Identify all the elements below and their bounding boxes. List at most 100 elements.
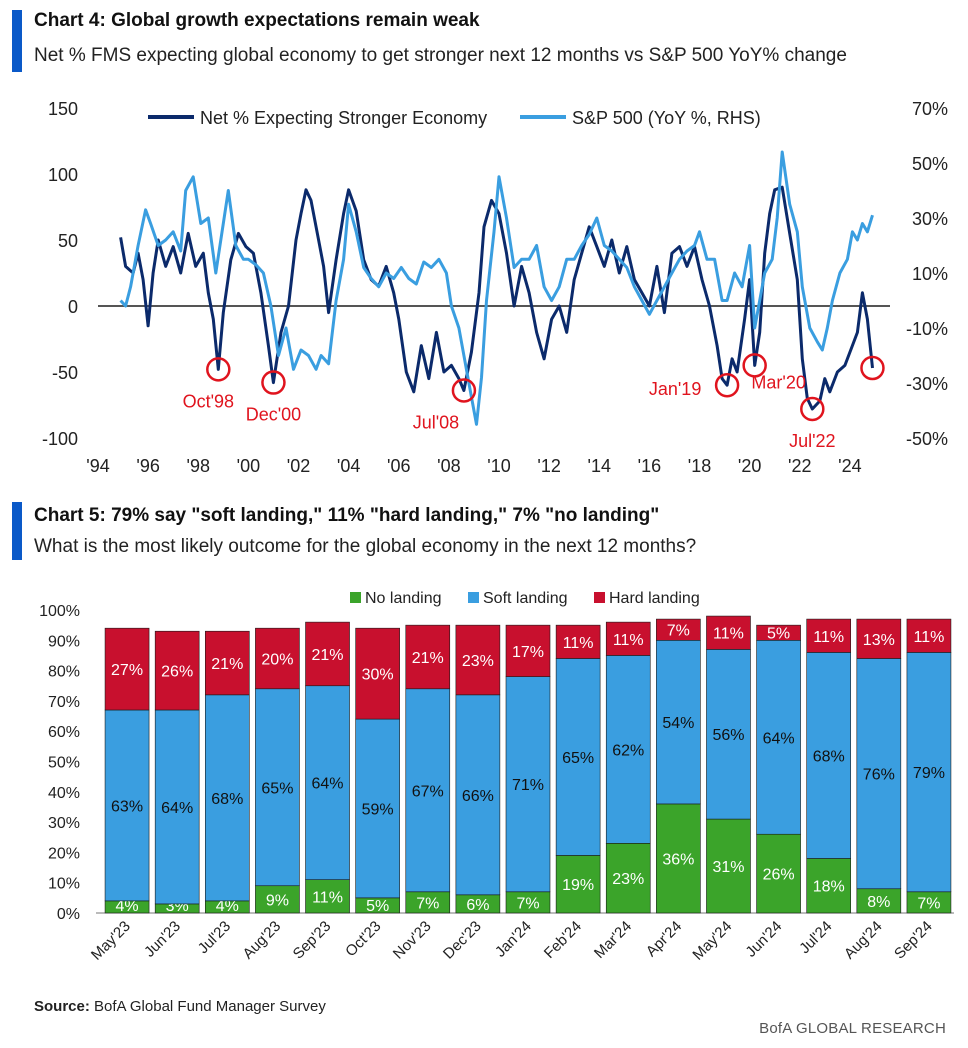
bar-hard-landing <box>154 630 200 711</box>
annotation-label: Dec'00 <box>246 405 301 425</box>
bar-no-landing <box>756 833 801 914</box>
chart4-axes: -100 -50 0 50 100 150 -50% -30% -10% 10% 30% 50% 70%… <box>42 99 948 476</box>
y-right-tick-label: 50% <box>912 154 948 174</box>
bar-soft-landing <box>355 718 400 899</box>
annotation-circle <box>261 370 286 395</box>
x-tick-label: '02 <box>287 456 310 476</box>
y-tick-label: 50% <box>48 755 80 772</box>
bar-value-label: 64% <box>763 730 795 747</box>
bar-soft-landing <box>856 658 902 890</box>
bar-soft-landing <box>505 676 551 893</box>
bar-value-label: 21% <box>412 650 444 667</box>
chart4-line-chart: Net % Expecting Stronger Economy S&P 500 … <box>42 99 948 476</box>
source-text: BofA Global Fund Manager Survey <box>94 998 326 1015</box>
bar-value-label: 66% <box>462 788 494 805</box>
bar-hard-landing <box>505 624 551 677</box>
bar-value-label: 65% <box>562 750 594 767</box>
bar-value-label: 4% <box>216 898 239 915</box>
bar-hard-landing <box>455 624 501 696</box>
annotation-circle <box>742 353 767 378</box>
annotation-circle <box>451 378 477 403</box>
x-tick-label: '00 <box>237 456 260 476</box>
chart4-legend: Net % Expecting Stronger Economy S&P 500 … <box>148 108 761 128</box>
x-tick-label: '04 <box>337 456 360 476</box>
bar-value-label: 8% <box>867 894 890 911</box>
bar-value-label: 6% <box>466 897 489 914</box>
y-left-tick-label: 100 <box>48 165 78 185</box>
y-left-tick-label: 50 <box>58 231 78 251</box>
annotation-label: Mar'20 <box>751 372 805 392</box>
x-tick-label: '10 <box>487 456 510 476</box>
y-tick-label: 10% <box>48 876 80 893</box>
y-tick-label: 90% <box>48 633 80 650</box>
bar-hard-landing <box>706 615 751 650</box>
x-tick-label: Jun'23 <box>141 918 184 961</box>
bar-soft-landing <box>756 639 801 835</box>
bar-soft-landing <box>255 688 300 887</box>
x-tick-label: Jul'23 <box>195 918 234 957</box>
y-tick-label: 70% <box>48 694 80 711</box>
bar-value-label: 7% <box>667 623 690 640</box>
legend-label: S&P 500 (YoY %, RHS) <box>572 108 761 128</box>
legend-swatch <box>350 592 361 603</box>
y-right-tick-label: -50% <box>906 429 948 449</box>
y-right-tick-label: -10% <box>906 319 948 339</box>
annotation-label: Jan'19 <box>649 379 701 399</box>
bar-value-label: 68% <box>211 791 243 808</box>
bar-value-label: 27% <box>111 662 143 679</box>
y-tick-label: 40% <box>48 785 80 802</box>
bar-hard-landing <box>405 624 451 690</box>
y-tick-label: 100% <box>39 603 80 620</box>
x-tick-label: Jul'24 <box>796 918 835 957</box>
bar-no-landing <box>806 858 852 914</box>
annotation-circle <box>860 355 885 381</box>
x-tick-label: '22 <box>788 456 811 476</box>
bar-value-label: 68% <box>813 748 845 765</box>
annotation-label: Jul'08 <box>413 412 459 432</box>
y-right-tick-label: 70% <box>912 99 948 119</box>
bar-value-label: 20% <box>261 651 293 668</box>
annotation-label: Jul'22 <box>789 431 835 451</box>
brand-footer: BofA GLOBAL RESEARCH <box>759 1020 946 1037</box>
y-right-tick-label: 30% <box>912 209 948 229</box>
bar-soft-landing <box>656 639 701 805</box>
legend-label: Hard landing <box>609 590 700 607</box>
y-right-tick-label: 10% <box>912 264 948 284</box>
bar-hard-landing <box>756 624 801 641</box>
y-left-tick-label: 0 <box>68 297 78 317</box>
bar-value-label: 11% <box>312 889 343 906</box>
bar-soft-landing <box>104 709 150 902</box>
bar-hard-landing <box>204 630 250 696</box>
legend-swatch <box>594 592 605 603</box>
source-label: Source: <box>34 998 90 1015</box>
chart5-title-accent <box>12 502 22 560</box>
bar-value-label: 17% <box>512 644 544 661</box>
x-tick-label: Jan'24 <box>492 918 535 961</box>
x-tick-label: '14 <box>588 456 611 476</box>
bar-hard-landing <box>906 618 952 653</box>
bar-value-label: 9% <box>266 892 289 909</box>
bar-value-label: 31% <box>712 859 744 876</box>
bar-soft-landing <box>605 655 651 844</box>
bar-value-label: 19% <box>562 877 594 894</box>
x-tick-label: May'23 <box>88 918 134 964</box>
chart4-title: Chart 4: Global growth expectations rema… <box>34 10 480 31</box>
chart5-legend: No landing Soft landing Hard landing <box>350 590 700 607</box>
legend-label: Soft landing <box>483 590 568 607</box>
x-tick-label: Nov'23 <box>390 918 435 963</box>
x-tick-label: '08 <box>437 456 460 476</box>
bar-hard-landing <box>656 618 701 641</box>
chart4-annotations: Oct'98 Dec'00 Jul'08 Jan'19 Mar'20 Jul'22 <box>183 353 885 451</box>
legend-label: Net % Expecting Stronger Economy <box>200 108 487 128</box>
bar-value-label: 26% <box>763 867 795 884</box>
x-tick-label: Sep'24 <box>891 918 936 963</box>
bar-value-label: 71% <box>512 777 544 794</box>
chart4-series <box>119 150 874 426</box>
source-note: Source: BofA Global Fund Manager Survey <box>34 998 326 1015</box>
bar-value-label: 5% <box>767 625 790 642</box>
bar-value-label: 23% <box>612 871 644 888</box>
bar-hard-landing <box>355 627 400 720</box>
bar-value-label: 13% <box>863 632 895 649</box>
chart5-title: Chart 5: 79% say "soft landing," 11% "ha… <box>34 505 660 526</box>
bar-hard-landing <box>255 627 300 690</box>
